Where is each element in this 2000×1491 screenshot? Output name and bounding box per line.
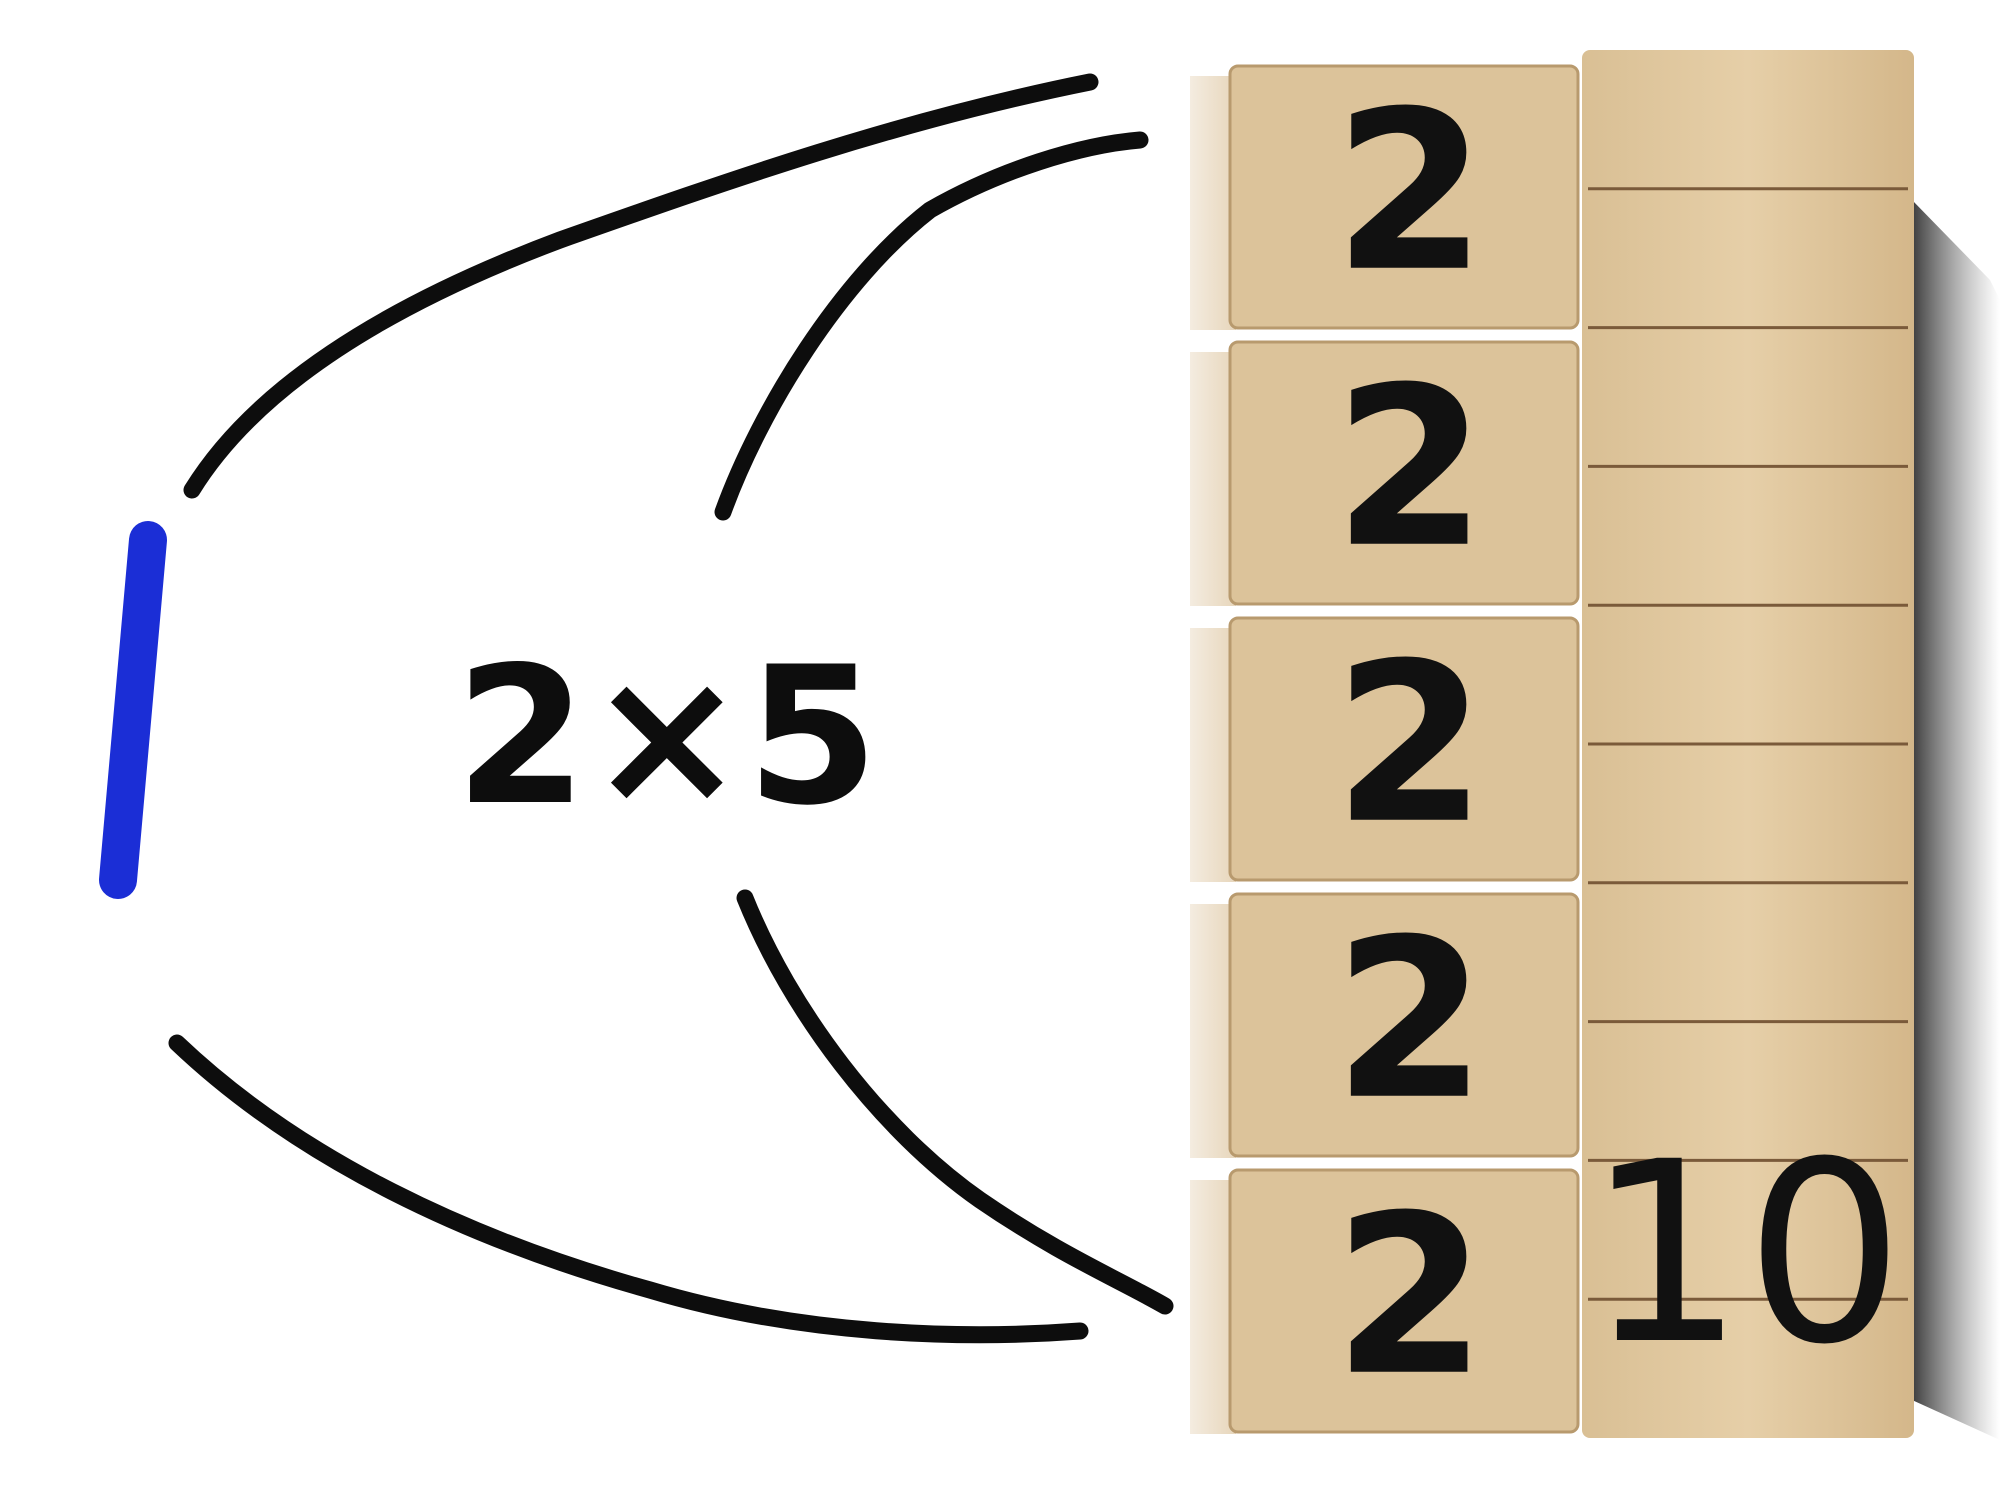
cube-label: 2 <box>1333 616 1486 872</box>
one-mark-stroke <box>99 521 167 899</box>
expression-text: 2×5 <box>455 626 879 847</box>
cube-side <box>1190 628 1236 882</box>
cube-label: 2 <box>1333 1168 1486 1424</box>
cube-face <box>1228 64 1580 330</box>
cube: 2 <box>1190 340 1580 606</box>
lower-outer-arc <box>168 1034 1089 1344</box>
rod-shadow <box>1912 200 2000 1440</box>
cube-label: 2 <box>1333 64 1486 320</box>
rod-label: 10 <box>1586 1108 1904 1399</box>
upper-outer-arc <box>183 73 1099 499</box>
cube-face <box>1228 892 1580 1158</box>
cube: 2 <box>1190 1168 1580 1434</box>
cube-side <box>1190 352 1236 606</box>
cube-side <box>1190 904 1236 1158</box>
cube-face <box>1228 616 1580 882</box>
cube: 2 <box>1190 616 1580 882</box>
cube-label: 2 <box>1333 340 1486 596</box>
lower-inner-arc <box>736 889 1174 1315</box>
cube-face <box>1228 1168 1580 1434</box>
cube: 2 <box>1190 892 1580 1158</box>
cube-side <box>1190 1180 1236 1434</box>
upper-inner-arc <box>714 131 1149 521</box>
cube-face <box>1228 340 1580 606</box>
cube: 2 <box>1190 64 1580 330</box>
cube-side <box>1190 76 1236 330</box>
ten-rod: 10 <box>1582 50 1914 1438</box>
ten-rod-unit-lines <box>1588 187 1908 1301</box>
cube-label: 2 <box>1333 892 1486 1148</box>
